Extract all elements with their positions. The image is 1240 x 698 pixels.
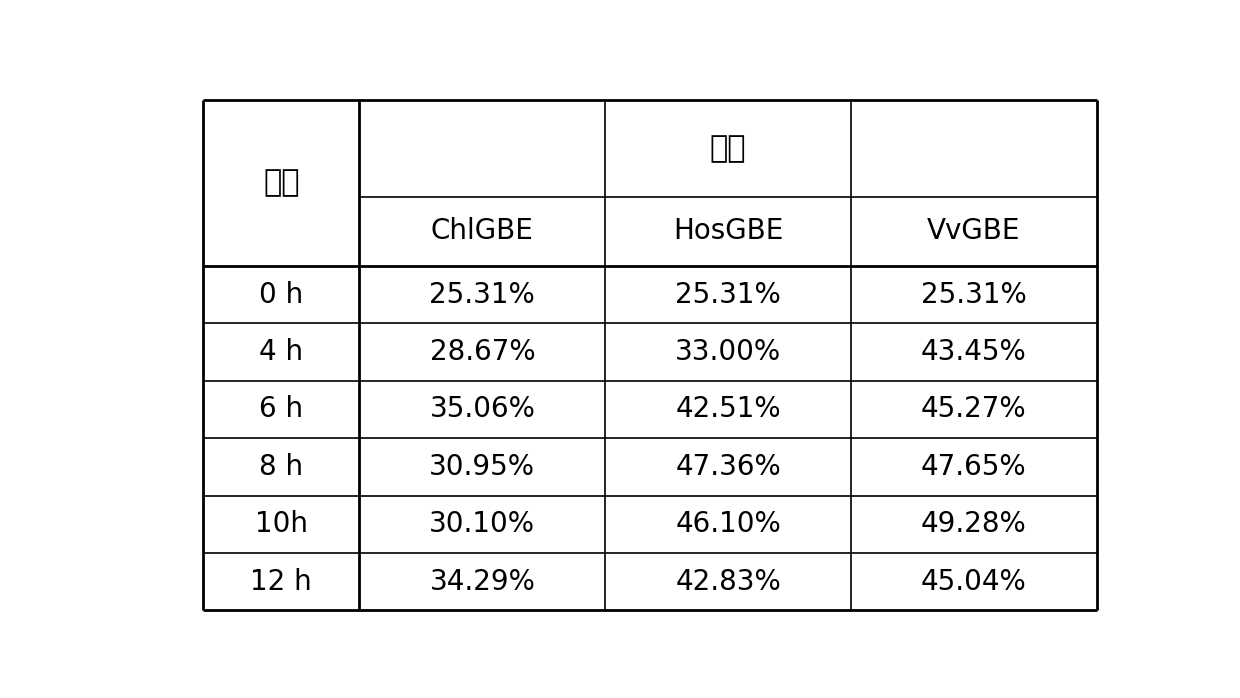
Text: 35.06%: 35.06% (429, 396, 536, 424)
Text: 42.83%: 42.83% (676, 567, 781, 596)
Text: 28.67%: 28.67% (429, 338, 536, 366)
Text: 47.65%: 47.65% (921, 453, 1027, 481)
Text: 0 h: 0 h (259, 281, 304, 309)
Text: 25.31%: 25.31% (429, 281, 536, 309)
Text: 25.31%: 25.31% (676, 281, 781, 309)
Text: 30.10%: 30.10% (429, 510, 536, 538)
Text: 46.10%: 46.10% (676, 510, 781, 538)
Text: 12 h: 12 h (250, 567, 312, 596)
Text: VvGBE: VvGBE (928, 217, 1021, 246)
Text: 8 h: 8 h (259, 453, 304, 481)
Text: 47.36%: 47.36% (676, 453, 781, 481)
Text: 43.45%: 43.45% (921, 338, 1027, 366)
Text: 34.29%: 34.29% (429, 567, 536, 596)
Text: ChlGBE: ChlGBE (432, 217, 533, 246)
Text: 49.28%: 49.28% (921, 510, 1027, 538)
Text: HosGBE: HosGBE (673, 217, 784, 246)
Text: 33.00%: 33.00% (675, 338, 781, 366)
Text: 10h: 10h (254, 510, 308, 538)
Text: 组别: 组别 (709, 134, 746, 163)
Text: 25.31%: 25.31% (921, 281, 1027, 309)
Text: 时间: 时间 (263, 168, 300, 198)
Text: 45.27%: 45.27% (921, 396, 1027, 424)
Text: 45.04%: 45.04% (921, 567, 1027, 596)
Text: 42.51%: 42.51% (676, 396, 781, 424)
Text: 4 h: 4 h (259, 338, 304, 366)
Text: 30.95%: 30.95% (429, 453, 536, 481)
Text: 6 h: 6 h (259, 396, 304, 424)
